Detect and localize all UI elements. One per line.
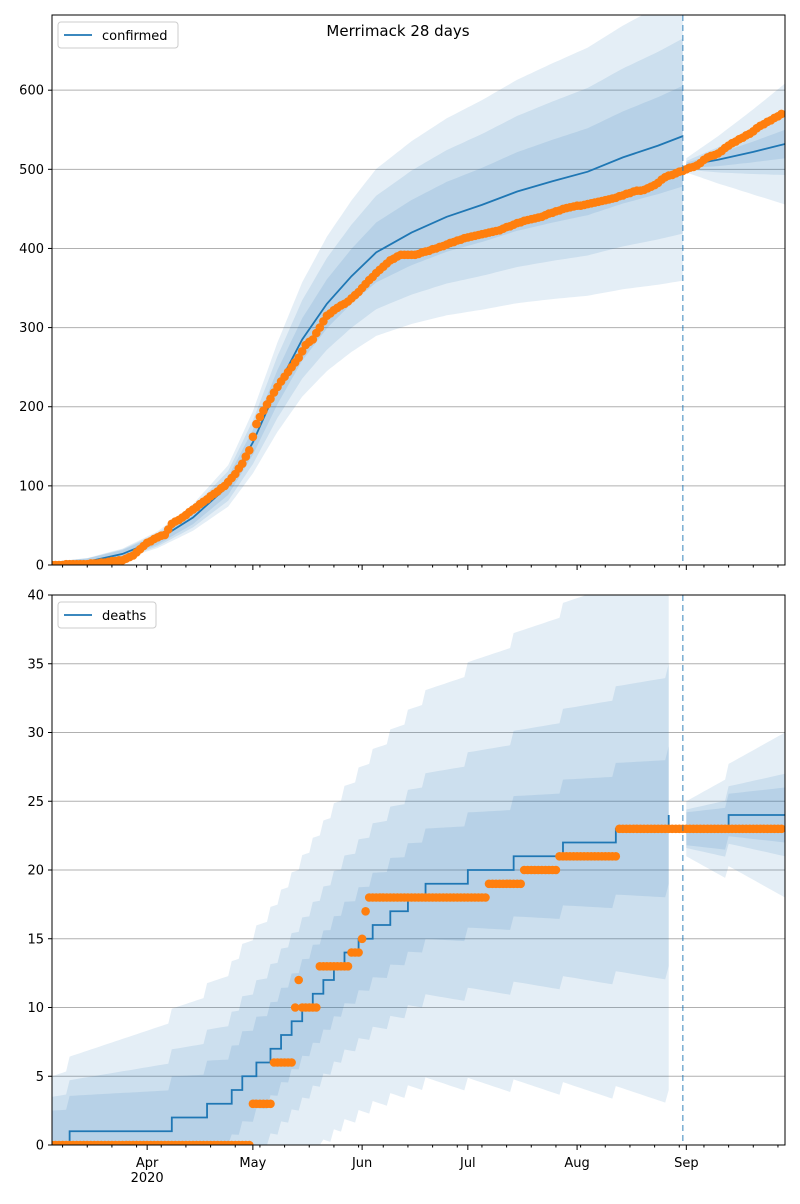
- legend-box: [57, 601, 157, 629]
- deaths-observed-point: [354, 948, 363, 957]
- confirmed-legend: confirmed: [57, 21, 179, 49]
- y-tick-label: 0: [36, 1139, 44, 1154]
- confirmed-panel: 0 100 200 300 400 500 600 confirmed: [19, 14, 786, 574]
- deaths-panel: 0 5 10 15 20 25 30 35 40 Apr May Jun Jul Aug Sep 2020 de…: [27, 589, 786, 1186]
- deaths-observed-point: [777, 824, 785, 834]
- confirmed-observed-point: [259, 406, 268, 416]
- deaths-uncertainty-band: [52, 746, 669, 1145]
- chart-title: Merrimack 28 days: [326, 22, 469, 40]
- y-tick-label: 25: [27, 795, 44, 810]
- deaths-observed-point: [266, 1099, 275, 1109]
- deaths-observed-point: [551, 865, 561, 875]
- y-tick-label: 400: [19, 242, 44, 257]
- x-tick-label: Aug: [564, 1156, 589, 1171]
- deaths-uncertainty-band: [52, 595, 669, 1145]
- deaths-legend: deaths: [57, 601, 157, 629]
- y-tick-label: 0: [36, 559, 44, 574]
- confirmed-observed-point: [241, 452, 251, 461]
- deaths-uncertainty-band: [52, 663, 669, 1145]
- deaths-observed-point: [312, 1003, 321, 1012]
- legend-label: deaths: [102, 609, 147, 624]
- confirmed-observed-point: [308, 335, 318, 344]
- y-tick-label: 200: [19, 400, 44, 415]
- deaths-observed-point: [516, 879, 525, 889]
- y-tick-label: 500: [19, 163, 44, 178]
- deaths-observed-point: [290, 1003, 300, 1012]
- deaths-forecast-band: [686, 787, 785, 850]
- deaths-observed-point: [361, 907, 370, 916]
- x-tick-label: Sep: [674, 1156, 699, 1171]
- confirmed-observed-point: [315, 323, 325, 332]
- confirmed-axes-frame: [51, 14, 786, 566]
- deaths-observed-point: [611, 852, 621, 861]
- confirmed-observed-point: [245, 446, 254, 455]
- deaths-observed-point: [294, 975, 304, 985]
- deaths-observed-point: [287, 1058, 296, 1067]
- confirmed-observed-point: [297, 347, 307, 356]
- y-tick-label: 10: [27, 1001, 44, 1016]
- y-tick-label: 40: [27, 589, 44, 604]
- x-tick-label: Apr: [136, 1156, 159, 1171]
- y-tick-label: 20: [27, 864, 44, 879]
- deaths-model-line: [52, 815, 670, 1145]
- y-tick-label: 100: [19, 479, 44, 494]
- confirmed-observed-point: [777, 109, 785, 119]
- legend-box: [57, 21, 179, 49]
- confirmed-observed-point: [294, 353, 304, 363]
- x-tick-label: Jul: [459, 1156, 476, 1171]
- y-tick-label: 15: [27, 932, 44, 947]
- confirmed-uncertainty-band: [52, 85, 683, 565]
- x-tick-label: Jun: [351, 1156, 372, 1171]
- x-year-label: 2020: [131, 1171, 164, 1186]
- y-tick-label: 300: [19, 321, 44, 336]
- y-tick-label: 5: [36, 1070, 44, 1085]
- deaths-observed-point: [481, 893, 490, 902]
- deaths-observed-point: [245, 1140, 254, 1145]
- confirmed-observed-point: [266, 394, 275, 404]
- y-tick-label: 35: [27, 657, 44, 672]
- y-tick-label: 600: [19, 84, 44, 99]
- deaths-observed-point: [357, 934, 367, 944]
- deaths-observed-point: [343, 962, 353, 971]
- legend-label: confirmed: [102, 29, 168, 44]
- confirmed-uncertainty-band: [52, 15, 683, 565]
- confirmed-observed-point: [252, 419, 261, 429]
- confirmed-observed-point: [248, 432, 258, 442]
- confirmed-plot-area: [52, 15, 785, 565]
- x-tick-label: May: [239, 1156, 266, 1171]
- deaths-plot-area: [52, 595, 785, 1145]
- confirmed-observed-point: [255, 412, 265, 422]
- y-tick-label: 30: [27, 726, 44, 741]
- confirmed-uncertainty-band: [52, 38, 683, 565]
- confirmed-observed-point: [238, 459, 247, 469]
